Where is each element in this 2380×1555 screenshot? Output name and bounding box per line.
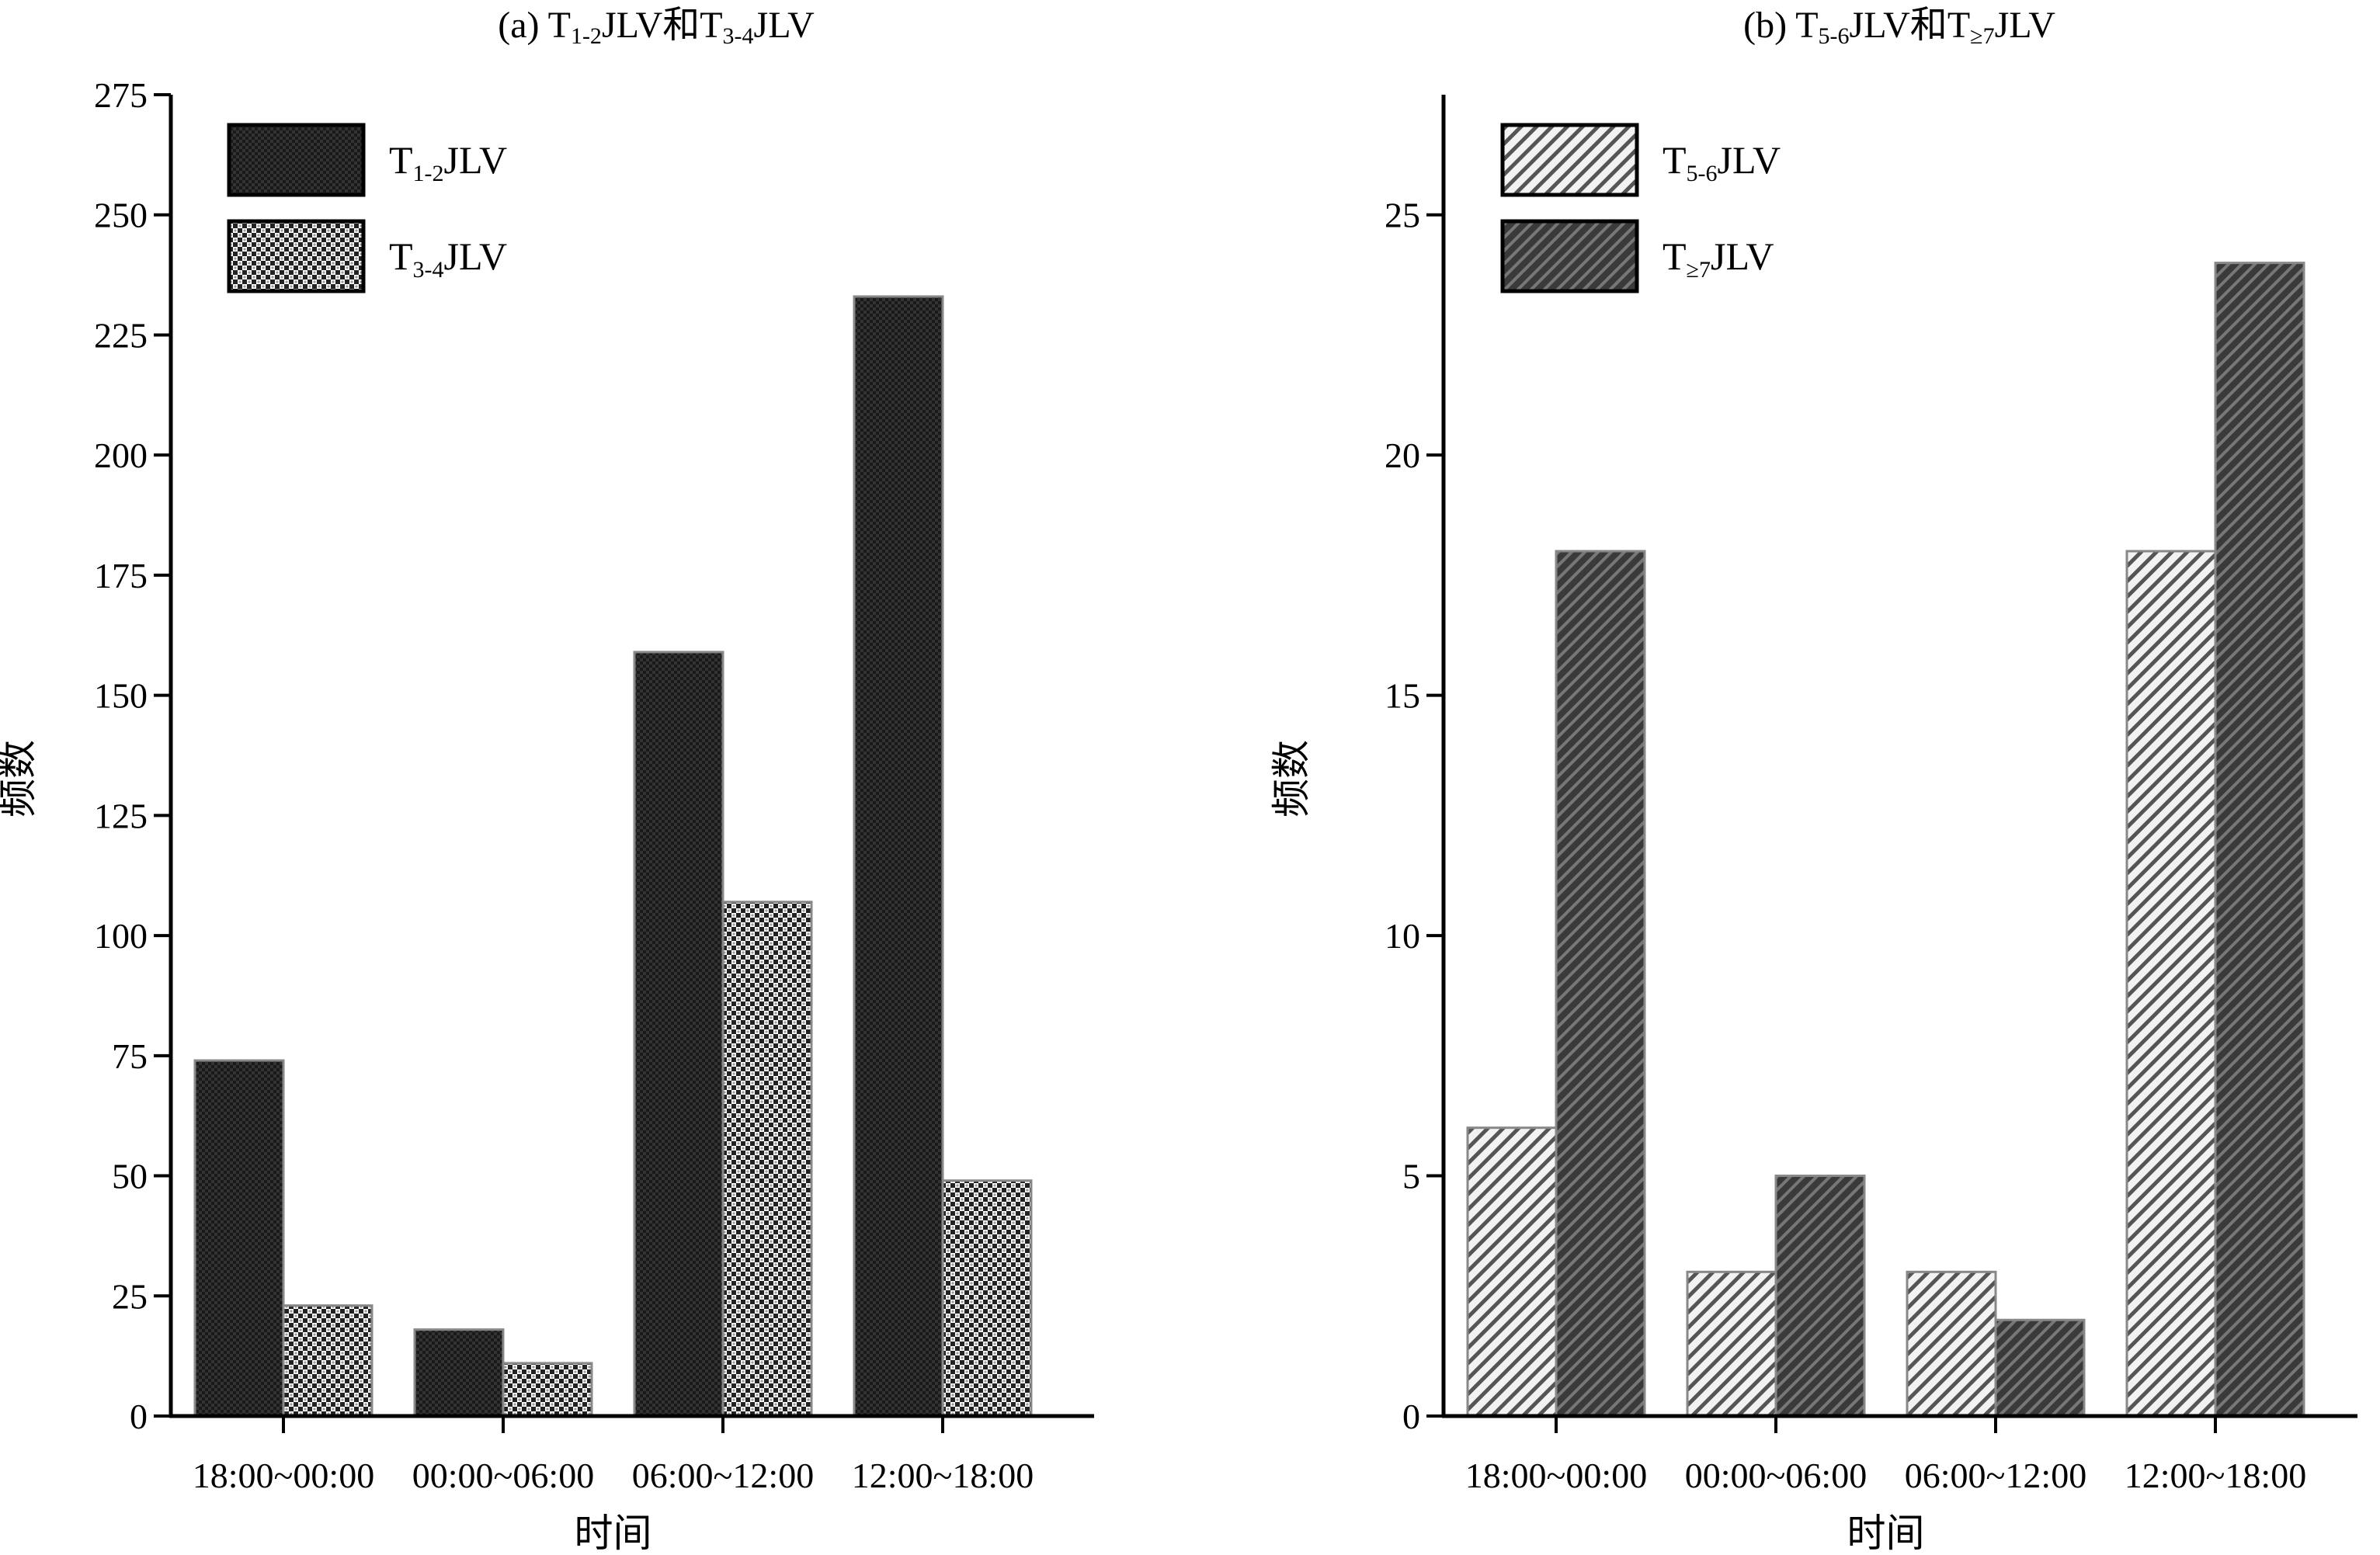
x-tick-label: 06:00~12:00	[1905, 1456, 2086, 1495]
bar-T1-2JLV-18:00~00:00	[193, 1059, 285, 1418]
y-tick-label: 25	[1385, 196, 1420, 235]
bar-T≥7JLV-06:00~12:00	[1994, 1318, 2086, 1418]
bar-T1-2JLV-12:00~18:00	[853, 295, 944, 1418]
bar-T3-4JLV-18:00~00:00	[282, 1304, 374, 1418]
bar-T3-4JLV-12:00~18:00	[941, 1179, 1033, 1418]
x-tick-label: 06:00~12:00	[632, 1456, 814, 1495]
bar-T≥7JLV-18:00~00:00	[1555, 550, 1646, 1418]
x-tick-label: 12:00~18:00	[852, 1456, 1034, 1495]
y-tick-label: 5	[1402, 1157, 1420, 1196]
bar-T5-6JLV-00:00~06:00	[1686, 1270, 1777, 1418]
bar-T5-6JLV-12:00~18:00	[2125, 550, 2217, 1418]
y-axis-label: 频数	[0, 740, 40, 817]
bar-T3-4JLV-06:00~12:00	[721, 901, 813, 1418]
y-tick-label: 175	[94, 556, 148, 595]
y-axis-label: 频数	[1270, 740, 1313, 817]
y-tick-label: 15	[1385, 676, 1420, 716]
y-tick-label: 200	[94, 436, 148, 475]
bar-T1-2JLV-06:00~12:00	[633, 651, 724, 1418]
bar-T≥7JLV-00:00~06:00	[1774, 1175, 1866, 1418]
legend-swatch	[227, 123, 366, 197]
y-tick-label: 275	[94, 75, 148, 115]
legend-label: T5-6JLV	[1663, 138, 1781, 186]
chart-a-title: (a) T1-2JLV和T3-4JLV	[498, 5, 815, 49]
y-tick-label: 0	[130, 1397, 148, 1436]
legend-swatch	[1500, 123, 1639, 197]
y-tick-label: 50	[112, 1157, 148, 1196]
y-tick-label: 75	[112, 1036, 148, 1076]
x-tick-label: 00:00~06:00	[412, 1456, 594, 1495]
x-tick-label: 00:00~06:00	[1685, 1456, 1867, 1495]
legend-label: T1-2JLV	[389, 138, 507, 186]
y-tick-label: 250	[94, 196, 148, 235]
x-tick-label: 18:00~00:00	[1465, 1456, 1647, 1495]
y-tick-label: 225	[94, 315, 148, 355]
y-tick-label: 25	[112, 1276, 148, 1316]
y-tick-label: 100	[94, 916, 148, 956]
bar-T1-2JLV-00:00~06:00	[413, 1328, 505, 1418]
x-axis-label: 时间	[575, 1512, 652, 1555]
x-tick-label: 18:00~00:00	[193, 1456, 374, 1495]
legend-swatch	[1500, 219, 1639, 293]
y-tick-label: 20	[1385, 436, 1420, 475]
bar-T5-6JLV-18:00~00:00	[1466, 1126, 1558, 1418]
chart-b-title: (b) T5-6JLV和T≥7JLV	[1743, 5, 2055, 49]
y-tick-label: 0	[1402, 1397, 1420, 1436]
bar-T3-4JLV-00:00~06:00	[502, 1362, 593, 1418]
legend-swatch	[227, 219, 366, 293]
y-tick-label: 150	[94, 676, 148, 716]
bar-T≥7JLV-12:00~18:00	[2214, 262, 2305, 1418]
legend-label: T≥7JLV	[1663, 234, 1774, 283]
x-axis-label: 时间	[1847, 1512, 1925, 1555]
chart-b: 0 5 10 15 20 25 18:00~00:00 00:00~06:00 06:00~12…	[1270, 95, 2357, 1555]
chart-a: 0 25 50 75 100 125 150 175 200 225 250 275 18:00~00:…	[0, 75, 1094, 1555]
y-tick-label: 125	[94, 796, 148, 835]
legend-label: T3-4JLV	[389, 234, 507, 283]
bar-T5-6JLV-06:00~12:00	[1906, 1270, 1997, 1418]
y-tick-label: 10	[1385, 916, 1420, 956]
x-tick-label: 12:00~18:00	[2125, 1456, 2306, 1495]
